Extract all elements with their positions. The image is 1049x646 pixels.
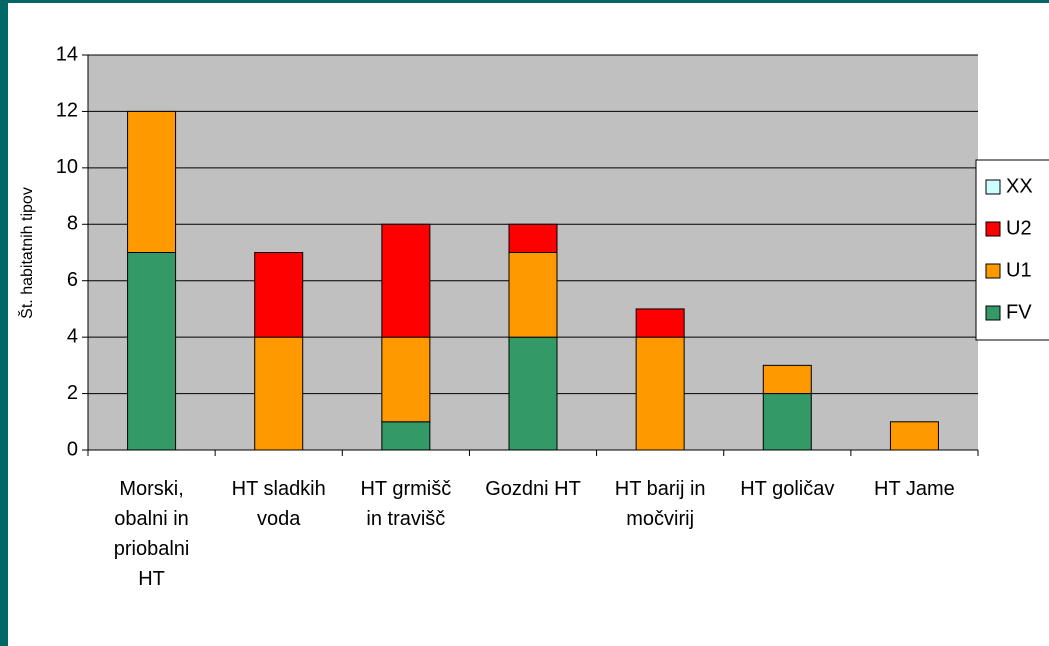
y-tick-label: 14	[56, 43, 78, 65]
chart-frame: Št. habitatnih tipov 0 2 4 6 8 10 12 14 XX U2 U1 FV…	[8, 3, 1049, 646]
x-tick-label: HT sladkih voda	[231, 478, 326, 530]
legend-label: FV	[1006, 301, 1032, 323]
x-tick-label: HT goličav	[740, 478, 835, 500]
y-tick-label: 0	[67, 438, 78, 460]
x-tick-label: Gozdni HT	[485, 478, 581, 500]
y-tick-label: 4	[67, 325, 78, 347]
x-tick-label: Morski, obalni in priobalni HT	[113, 478, 190, 590]
x-tick-label: HT grmišč in travišč	[360, 478, 452, 530]
chart: Št. habitatnih tipov 0 2 4 6 8 10 12 14 XX U2 U1 FV	[17, 43, 1049, 460]
legend-label: XX	[1006, 175, 1033, 197]
bar-segment	[381, 223, 431, 338]
legend-swatch	[985, 179, 1001, 195]
bar-segment	[508, 223, 558, 254]
y-tick-label: 8	[67, 213, 78, 235]
bar-segment	[381, 336, 431, 423]
bar-segment	[254, 336, 304, 451]
bar-segment	[635, 336, 685, 451]
legend-swatch	[985, 305, 1001, 321]
legend-label: U1	[1006, 259, 1032, 281]
y-tick-label: 10	[56, 156, 78, 178]
x-tick-label: HT Jame	[874, 478, 955, 500]
y-axis-label: Št. habitatnih tipov	[17, 187, 36, 319]
x-tick-label: HT barij in močvirij	[614, 478, 706, 530]
bar-segment	[127, 252, 177, 451]
legend-swatch	[985, 263, 1001, 279]
bar-segment	[762, 364, 812, 395]
bar-segment	[889, 421, 939, 451]
y-tick-label: 2	[67, 382, 78, 404]
bar-segment	[127, 110, 177, 253]
bar-segment	[762, 393, 812, 451]
y-tick-label: 12	[56, 100, 78, 122]
bar-segment	[508, 252, 558, 338]
y-tick-label: 6	[67, 269, 78, 291]
bar-segment	[508, 336, 558, 451]
bar-segment	[254, 252, 304, 338]
bar-segment	[381, 421, 431, 451]
bar-segment	[635, 308, 685, 338]
legend-label: U2	[1006, 217, 1032, 239]
legend-swatch	[985, 221, 1001, 237]
